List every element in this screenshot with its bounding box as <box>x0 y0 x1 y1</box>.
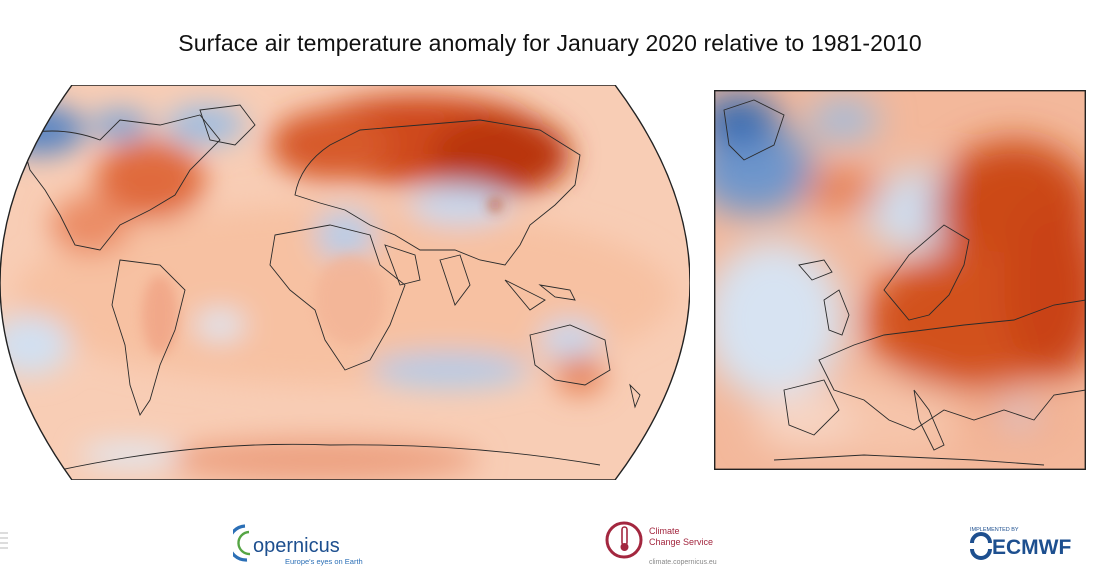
c3s-url: climate.copernicus.eu <box>649 559 717 566</box>
copernicus-wordmark: opernicus <box>253 535 340 557</box>
ecmwf-logo: IMPLEMENTED BY ECMWF <box>968 523 1098 563</box>
page-title: Surface air temperature anomaly for Janu… <box>178 30 922 56</box>
c3s-logo: Climate Change Service climate.copernicu… <box>605 518 735 570</box>
europe-anomaly-map <box>714 90 1086 470</box>
c3s-line1: Climate <box>649 526 680 536</box>
ecmwf-wordmark: ECMWF <box>992 536 1071 559</box>
edge-marks <box>0 532 8 549</box>
copernicus-mark: opernicus Europe's eyes on Earth <box>227 524 363 566</box>
c3s-mark: Climate Change Service climate.copernicu… <box>605 521 717 566</box>
ecmwf-implemented-by: IMPLEMENTED BY <box>970 527 1019 533</box>
world-anomaly-map <box>0 85 690 480</box>
c3s-line2: Change Service <box>649 537 713 547</box>
copernicus-logo: opernicus Europe's eyes on Earth <box>227 520 363 566</box>
copernicus-tagline: Europe's eyes on Earth <box>285 557 363 566</box>
ecmwf-mark: IMPLEMENTED BY ECMWF <box>970 527 1071 560</box>
